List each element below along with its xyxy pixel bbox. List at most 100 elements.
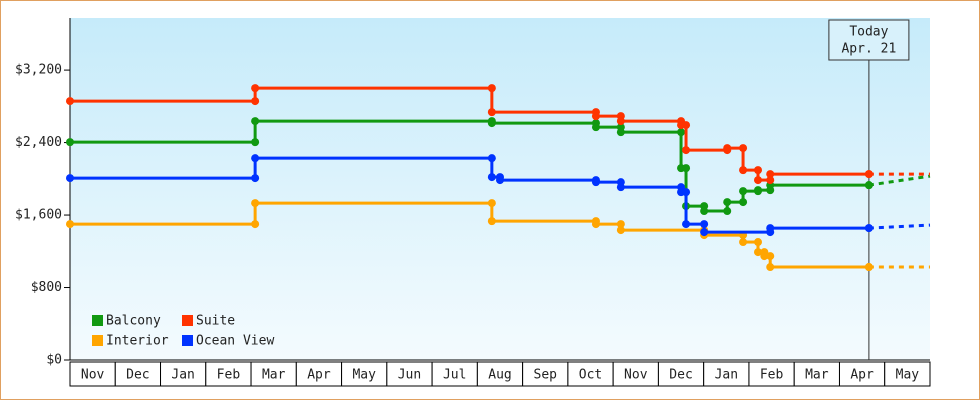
point: [754, 238, 762, 247]
point: [66, 138, 74, 147]
legend-swatch: [182, 335, 193, 346]
point: [496, 176, 504, 185]
x-tick-label: Feb: [217, 368, 241, 383]
point: [251, 117, 260, 126]
x-tick-cell: [567, 361, 614, 387]
x-tick-cell: [476, 361, 524, 387]
today-box: [828, 19, 910, 61]
x-tick-label: Dec: [126, 368, 149, 383]
point: [677, 128, 686, 137]
today-label: Today: [849, 25, 888, 40]
point: [591, 220, 600, 229]
y-tick-label: $3,200: [15, 63, 62, 78]
point: [723, 207, 732, 216]
point: [251, 174, 260, 183]
point: [723, 198, 732, 207]
point: [66, 174, 74, 183]
point: [766, 252, 775, 261]
point: [682, 164, 691, 173]
point: [616, 117, 625, 126]
point: [251, 84, 260, 93]
x-tick-label: Nov: [81, 368, 105, 383]
x-tick-cell: [793, 361, 840, 387]
point: [739, 198, 748, 207]
point: [616, 226, 625, 235]
point: [739, 187, 748, 196]
point: [251, 97, 260, 106]
point: [754, 248, 762, 257]
point: [487, 154, 496, 163]
point: [682, 121, 691, 130]
point: [700, 220, 709, 229]
point: [591, 178, 600, 187]
point: [251, 199, 260, 208]
x-tick-label: Nov: [624, 368, 648, 383]
y-tick-label: $1,600: [15, 208, 62, 223]
point: [754, 166, 762, 175]
point: [766, 170, 775, 179]
point: [754, 186, 762, 195]
point: [700, 207, 709, 216]
x-tick-label: Jun: [398, 368, 421, 383]
point: [251, 138, 260, 147]
point: [682, 220, 691, 229]
point: [487, 84, 496, 93]
point: [251, 220, 260, 229]
legend-swatch: [182, 315, 193, 326]
point: [760, 252, 769, 261]
point: [864, 181, 873, 190]
point: [487, 173, 496, 182]
legend-label: Suite: [196, 314, 235, 329]
x-tick-label: Sep: [534, 368, 558, 383]
forecast-line: [868, 174, 931, 187]
x-tick-label: Mar: [262, 368, 286, 383]
x-tick-cell: [838, 361, 886, 387]
x-tick-label: Feb: [760, 368, 784, 383]
point: [682, 188, 691, 197]
point: [616, 183, 625, 192]
point: [487, 217, 496, 226]
x-tick-label: Dec: [669, 368, 692, 383]
point: [487, 199, 496, 208]
x-tick-label: May: [352, 368, 376, 383]
point: [616, 128, 625, 137]
point: [616, 220, 625, 229]
point: [739, 166, 748, 175]
x-tick-label: May: [896, 368, 920, 383]
forecast-line: [868, 223, 931, 230]
x-tick-label: Aug: [488, 368, 511, 383]
point: [766, 263, 775, 272]
legend-swatch: [92, 335, 103, 346]
x-tick-label: Apr: [850, 368, 874, 383]
point: [591, 112, 600, 121]
point: [682, 146, 691, 155]
point: [700, 228, 709, 237]
legend-label: Ocean View: [196, 334, 274, 349]
point: [766, 176, 775, 185]
legend-label: Interior: [106, 334, 169, 349]
x-tick-label: Apr: [307, 368, 331, 383]
point: [487, 119, 496, 128]
point: [66, 97, 74, 106]
point: [766, 224, 775, 233]
point: [487, 108, 496, 117]
y-tick-label: $800: [31, 280, 62, 295]
point: [591, 123, 600, 132]
point: [864, 170, 873, 179]
point: [739, 238, 748, 247]
x-tick-cell: [295, 361, 343, 387]
point: [723, 144, 732, 153]
y-tick-label: $2,400: [15, 135, 62, 150]
x-tick-cell: [205, 361, 252, 387]
today-date: Apr. 21: [841, 42, 896, 57]
x-tick-cell: [657, 361, 705, 387]
x-tick-cell: [114, 361, 162, 387]
x-tick-cell: [386, 361, 433, 387]
x-tick-cell: [703, 361, 750, 387]
point: [864, 263, 873, 272]
x-tick-label: Jan: [715, 368, 738, 383]
point: [251, 154, 260, 163]
x-tick-label: Mar: [805, 368, 829, 383]
point: [864, 224, 873, 233]
